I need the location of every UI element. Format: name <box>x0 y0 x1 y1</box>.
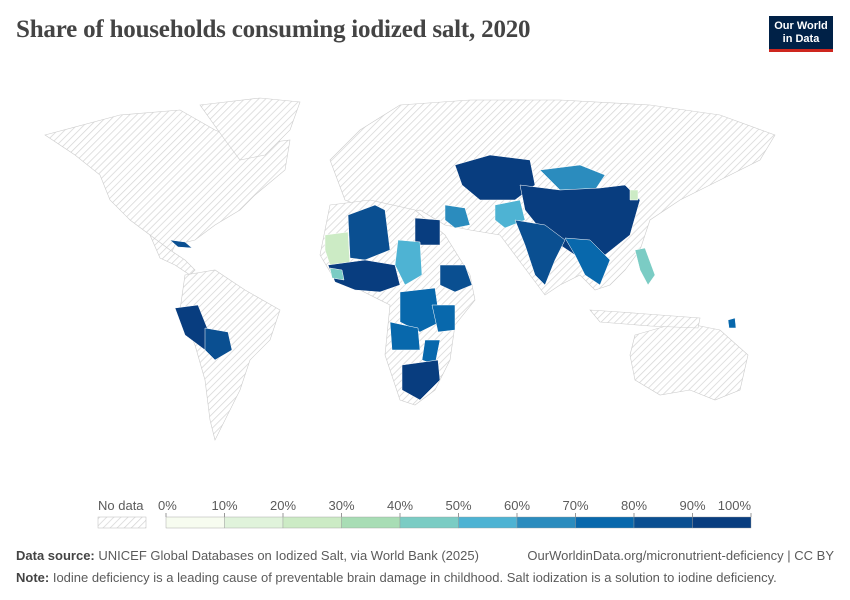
legend-bin-2[interactable] <box>282 516 342 529</box>
legend-bins: 0% 10% 20% 30% 40% 50% 60% 70% 80% 90% 100% <box>158 498 752 529</box>
legend-bin-9[interactable] <box>692 516 752 529</box>
legend-bin-0[interactable] <box>165 516 225 529</box>
note-text: Iodine deficiency is a leading cause of … <box>52 570 777 585</box>
chart-title: Share of households consuming iodized sa… <box>16 16 531 43</box>
legend-tick-label: 90% <box>679 498 705 513</box>
legend-tick-label: 40% <box>387 498 413 513</box>
source-label: Data source: <box>16 548 95 563</box>
indonesia <box>589 309 701 329</box>
legend-bin-8[interactable] <box>633 516 693 529</box>
legend-no-data-label: No data <box>98 498 144 513</box>
country-tanzania[interactable] <box>431 304 456 333</box>
legend-tick-label: 70% <box>562 498 588 513</box>
australia <box>629 321 749 401</box>
country-philippines[interactable] <box>634 247 656 286</box>
legend-tick-label: 0% <box>158 498 177 513</box>
legend-no-data-swatch[interactable] <box>97 516 147 529</box>
country-layer <box>169 154 737 401</box>
legend-tick-label: 100% <box>718 498 752 513</box>
legend-bin-4[interactable] <box>399 516 459 529</box>
legend-bin-5[interactable] <box>458 516 518 529</box>
note-line: Note: Iodine deficiency is a leading cau… <box>16 570 777 585</box>
greenland <box>199 97 301 161</box>
source-line: Data source: UNICEF Global Databases on … <box>16 548 479 563</box>
country-algeria[interactable] <box>347 204 391 261</box>
legend-tick-label: 80% <box>621 498 647 513</box>
logo-line2: in Data <box>782 33 820 45</box>
africa <box>319 199 476 406</box>
legend-tick-label: 50% <box>445 498 471 513</box>
country-bolivia[interactable] <box>204 327 233 361</box>
world-map <box>44 97 776 441</box>
legend-tick-label: 30% <box>328 498 354 513</box>
country-southeast-asia[interactable] <box>564 237 611 286</box>
legend-bin-7[interactable] <box>575 516 635 529</box>
legend-tick-label: 10% <box>211 498 237 513</box>
country-ethiopia[interactable] <box>439 264 473 293</box>
country-iraq-iran[interactable] <box>444 204 471 229</box>
country-north-korea[interactable] <box>629 189 639 201</box>
country-mongolia[interactable] <box>539 164 606 191</box>
owid-logo[interactable]: Our World in Data <box>769 16 833 52</box>
country-egypt[interactable] <box>414 217 441 246</box>
legend-tick-label: 20% <box>270 498 296 513</box>
country-south-africa[interactable] <box>401 359 441 401</box>
legend-tick-label: 60% <box>504 498 530 513</box>
logo-line1: Our World <box>774 20 828 32</box>
legend-bin-1[interactable] <box>224 516 284 529</box>
country-guinea[interactable] <box>329 267 345 281</box>
color-legend: No data 0% 10% 20% 30% 40% 50% 60% 70% 80% 90% 100… <box>97 498 752 529</box>
south-america <box>179 269 281 441</box>
country-pacific-island[interactable] <box>727 317 737 329</box>
country-mauritania[interactable] <box>324 231 351 266</box>
country-drc[interactable] <box>399 287 441 333</box>
legend-bin-3[interactable] <box>341 516 401 529</box>
source-text: UNICEF Global Databases on Iodized Salt,… <box>98 548 479 563</box>
legend-bin-6[interactable] <box>516 516 576 529</box>
country-west-africa[interactable] <box>327 259 401 293</box>
central-america <box>149 234 196 276</box>
country-sudan[interactable] <box>394 239 423 286</box>
country-cuba[interactable] <box>169 239 193 249</box>
source-url[interactable]: OurWorldinData.org/micronutrient-deficie… <box>527 548 834 563</box>
country-india[interactable] <box>514 219 566 286</box>
note-label: Note: <box>16 570 50 585</box>
country-angola[interactable] <box>389 321 421 351</box>
